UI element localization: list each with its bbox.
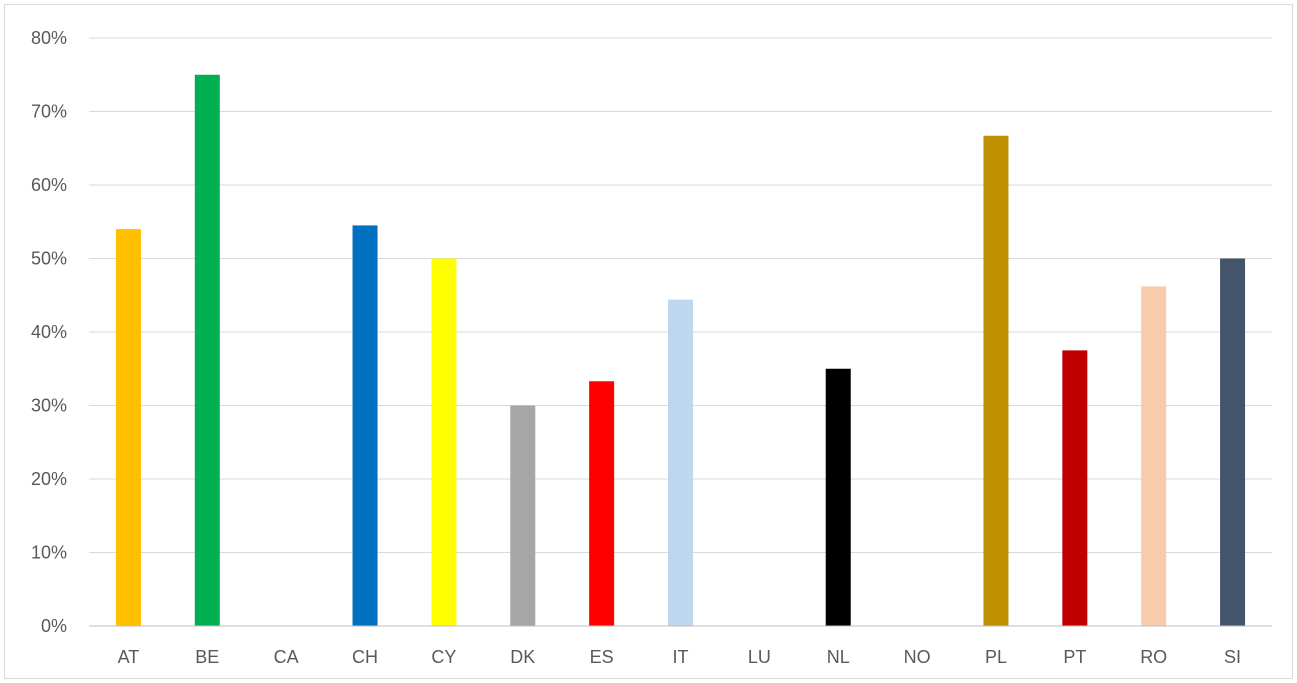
x-tick-label: DK [510,647,535,667]
bars [115,74,1246,627]
y-tick-label: 50% [31,249,67,269]
bar-es [589,381,615,626]
bar-dk [510,405,536,626]
bar-nl [825,368,851,626]
x-axis-tick-labels: AT BE CA CH CY DK ES IT LU NL NO PL PT RO SI [118,647,1241,667]
x-tick-label: AT [118,647,140,667]
bar-cy [431,258,457,626]
x-tick-label: PT [1063,647,1086,667]
x-tick-label: CH [352,647,378,667]
y-tick-label: 10% [31,543,67,563]
bar-chart: 0% 10% 20% 30% 40% 50% 60% 70% 80% AT BE CA CH CY DK E… [31,28,1272,667]
x-tick-label: RO [1140,647,1167,667]
x-tick-label: BE [195,647,219,667]
bar-pl [983,135,1009,626]
y-tick-label: 60% [31,175,67,195]
x-tick-label: NO [904,647,931,667]
y-tick-label: 70% [31,102,67,122]
bar-at [115,229,141,626]
bar-si [1220,258,1246,626]
y-tick-label: 30% [31,396,67,416]
x-tick-label: LU [748,647,771,667]
bar-it [668,299,693,626]
y-tick-label: 80% [31,28,67,48]
bar-be [194,74,220,626]
y-tick-label: 20% [31,469,67,489]
x-tick-label: CA [274,647,299,667]
bar-ro [1141,286,1167,626]
x-tick-label: SI [1224,647,1241,667]
y-tick-label: 0% [41,616,67,636]
x-tick-label: NL [827,647,850,667]
x-tick-label: CY [431,647,456,667]
y-axis-tick-labels: 0% 10% 20% 30% 40% 50% 60% 70% 80% [31,28,67,636]
bar-pt [1062,350,1088,626]
x-tick-label: IT [673,647,689,667]
x-tick-label: ES [590,647,614,667]
y-tick-label: 40% [31,322,67,342]
chart-frame: 0% 10% 20% 30% 40% 50% 60% 70% 80% AT BE CA CH CY DK E… [4,4,1293,679]
x-tick-label: PL [985,647,1007,667]
bar-ch [352,225,378,627]
